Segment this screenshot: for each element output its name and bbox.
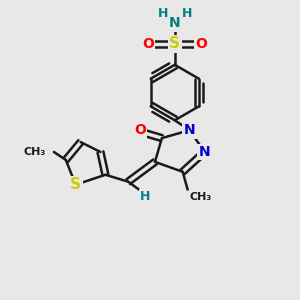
Text: N: N: [199, 145, 210, 159]
Text: N: N: [169, 16, 181, 30]
Text: CH₃: CH₃: [24, 147, 46, 157]
Text: H: H: [140, 190, 150, 203]
Text: S: S: [169, 37, 180, 52]
Text: O: O: [196, 37, 208, 51]
Text: S: S: [70, 177, 81, 192]
Text: O: O: [142, 37, 154, 51]
Text: N: N: [184, 123, 195, 137]
Text: H: H: [182, 7, 192, 20]
Text: CH₃: CH₃: [190, 192, 212, 202]
Text: O: O: [134, 123, 146, 137]
Text: H: H: [158, 7, 168, 20]
